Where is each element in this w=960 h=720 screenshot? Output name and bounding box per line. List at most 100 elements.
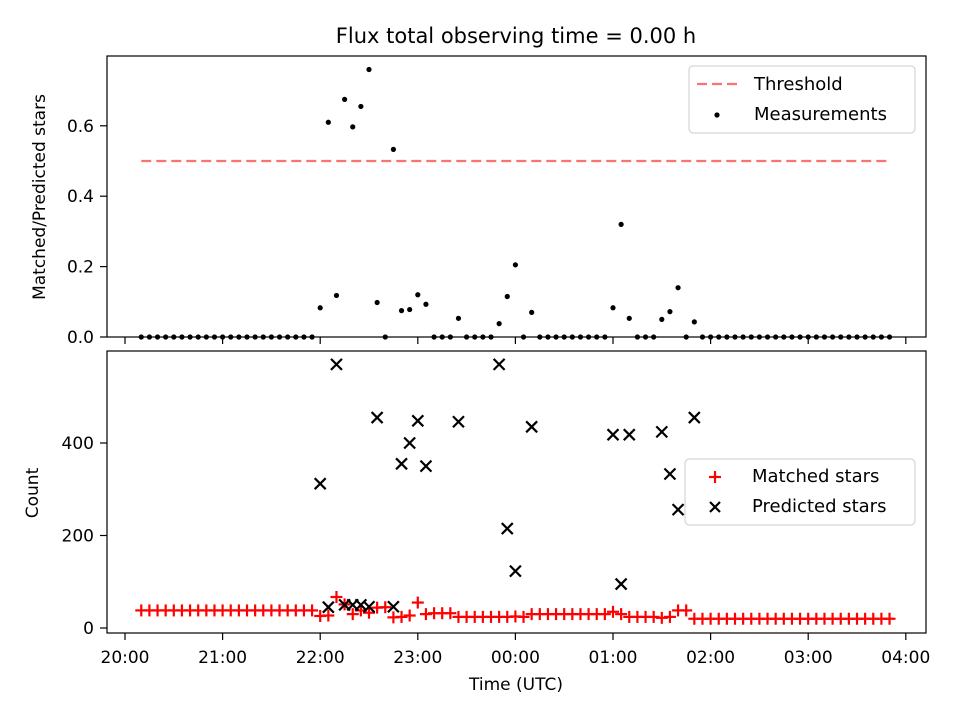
matched-star-point [411, 596, 424, 609]
measurement-point [333, 292, 340, 299]
measurement-point [366, 66, 372, 73]
matched-star-point [346, 608, 359, 621]
measurement-point [325, 119, 331, 125]
x-tick-label: 22:00 [296, 648, 345, 668]
top-y-tick-label: 0.6 [67, 117, 94, 137]
measurement-point [350, 124, 356, 130]
matched-legend-marker [709, 471, 721, 483]
chart-title: Flux total observing time = 0.00 h [336, 24, 696, 48]
predicted-star-point [500, 522, 514, 535]
top-y-tick-label: 0.2 [67, 258, 94, 278]
predicted-star-point [525, 420, 538, 434]
x-tick-label: 03:00 [784, 648, 833, 668]
matched-star-point [615, 608, 628, 621]
measurement-point [415, 292, 421, 298]
x-tick-label: 21:00 [198, 648, 247, 668]
measurements-legend-label: Measurements [754, 104, 887, 125]
x-tick-label: 23:00 [393, 648, 442, 668]
measurement-point [398, 308, 405, 314]
matched-star-point [680, 604, 693, 617]
x-tick-label: 00:00 [491, 648, 540, 668]
measurement-point [618, 221, 624, 227]
predicted-legend-marker [709, 501, 721, 513]
measurement-point [529, 309, 535, 315]
predicted-star-point [370, 411, 384, 424]
top-legend-box [688, 65, 916, 134]
measurement-point [455, 315, 462, 321]
x-tick-label: 02:00 [686, 648, 735, 668]
measurement-point [407, 306, 413, 313]
predicted-star-point [322, 600, 335, 614]
predicted-star-point [492, 358, 506, 371]
predicted-star-point [330, 358, 343, 371]
matched-star-point [883, 612, 896, 625]
matched-star-point [598, 608, 611, 621]
measurement-point [659, 316, 665, 322]
matched-legend-label: Matched stars [752, 466, 879, 487]
predicted-star-point [614, 577, 628, 591]
x-tick-label: 01:00 [589, 648, 638, 668]
count-points [135, 358, 896, 625]
predicted-star-point [403, 436, 416, 450]
measurement-point [342, 96, 348, 102]
predicted-star-point [313, 477, 327, 490]
predicted-star-point [452, 415, 465, 429]
measurement-point [667, 309, 673, 315]
measurement-point [358, 103, 364, 110]
measurement-point [691, 319, 697, 325]
predicted-legend-label: Predicted stars [752, 496, 886, 517]
top-panel: 0.0 0.2 0.4 0.6 Matched/Predicted stars Thr… [30, 55, 927, 348]
measurement-point [374, 299, 380, 306]
bottom-y-tick-label: 0 [83, 619, 94, 639]
matched-star-point [403, 609, 416, 622]
top-y-axis-label: Matched/Predicted stars [30, 94, 50, 300]
bottom-y-axis-label: Count [23, 467, 43, 518]
matched-star-point [444, 607, 457, 620]
predicted-star-point [622, 428, 636, 441]
predicted-star-point [663, 467, 677, 481]
top-plot-frame [106, 55, 927, 338]
measurement-point [317, 305, 323, 311]
bottom-plot-frame [106, 350, 927, 634]
predicted-star-point [688, 411, 701, 424]
predicted-star-point [395, 457, 408, 471]
top-legend: Threshold Measurements [688, 65, 916, 134]
matched-star-point [663, 610, 676, 623]
matched-star-point [379, 601, 392, 614]
predicted-star-point [509, 564, 522, 578]
top-y-tick-label: 0.4 [67, 187, 94, 207]
predicted-star-point [362, 600, 376, 614]
x-axis-label: Time (UTC) [468, 675, 563, 695]
bottom-legend-box [684, 458, 916, 526]
matched-star-point [322, 609, 335, 622]
bottom-axes-ticks: 0 200 400 20:00 21:00 22:00 23:00 00:00 01:00 02:… [62, 434, 931, 668]
bottom-panel: 0 200 400 20:00 21:00 22:00 23:00 00:00 01:00 02:… [23, 350, 931, 695]
measurement-point [423, 301, 429, 307]
bottom-y-tick-label: 200 [62, 527, 94, 547]
measurement-point [610, 305, 616, 311]
measurement-point [390, 146, 396, 152]
measurement-point [496, 321, 502, 327]
matched-star-point [395, 610, 408, 623]
x-tick-label: 20:00 [101, 648, 150, 668]
measurement-point [512, 262, 519, 268]
matched-star-point [607, 605, 619, 618]
measurement-point [626, 315, 632, 321]
bottom-y-tick-label: 400 [62, 434, 94, 454]
threshold-legend-label: Threshold [753, 74, 843, 95]
bottom-legend: Matched stars Predicted stars [684, 458, 916, 526]
predicted-star-point [606, 428, 620, 441]
measurements-legend-marker [714, 112, 720, 118]
measurement-point [675, 285, 681, 291]
matched-star-point [330, 591, 343, 604]
predicted-star-point [411, 414, 425, 428]
x-tick-label: 04:00 [881, 648, 930, 668]
measurement-point [504, 293, 510, 300]
predicted-star-point [387, 600, 400, 614]
matched-star-point [306, 604, 319, 617]
top-y-tick-label: 0.0 [67, 328, 94, 348]
predicted-star-point [671, 503, 685, 516]
top-axes-ticks: 0.0 0.2 0.4 0.6 [67, 117, 907, 348]
predicted-star-point [419, 459, 433, 473]
